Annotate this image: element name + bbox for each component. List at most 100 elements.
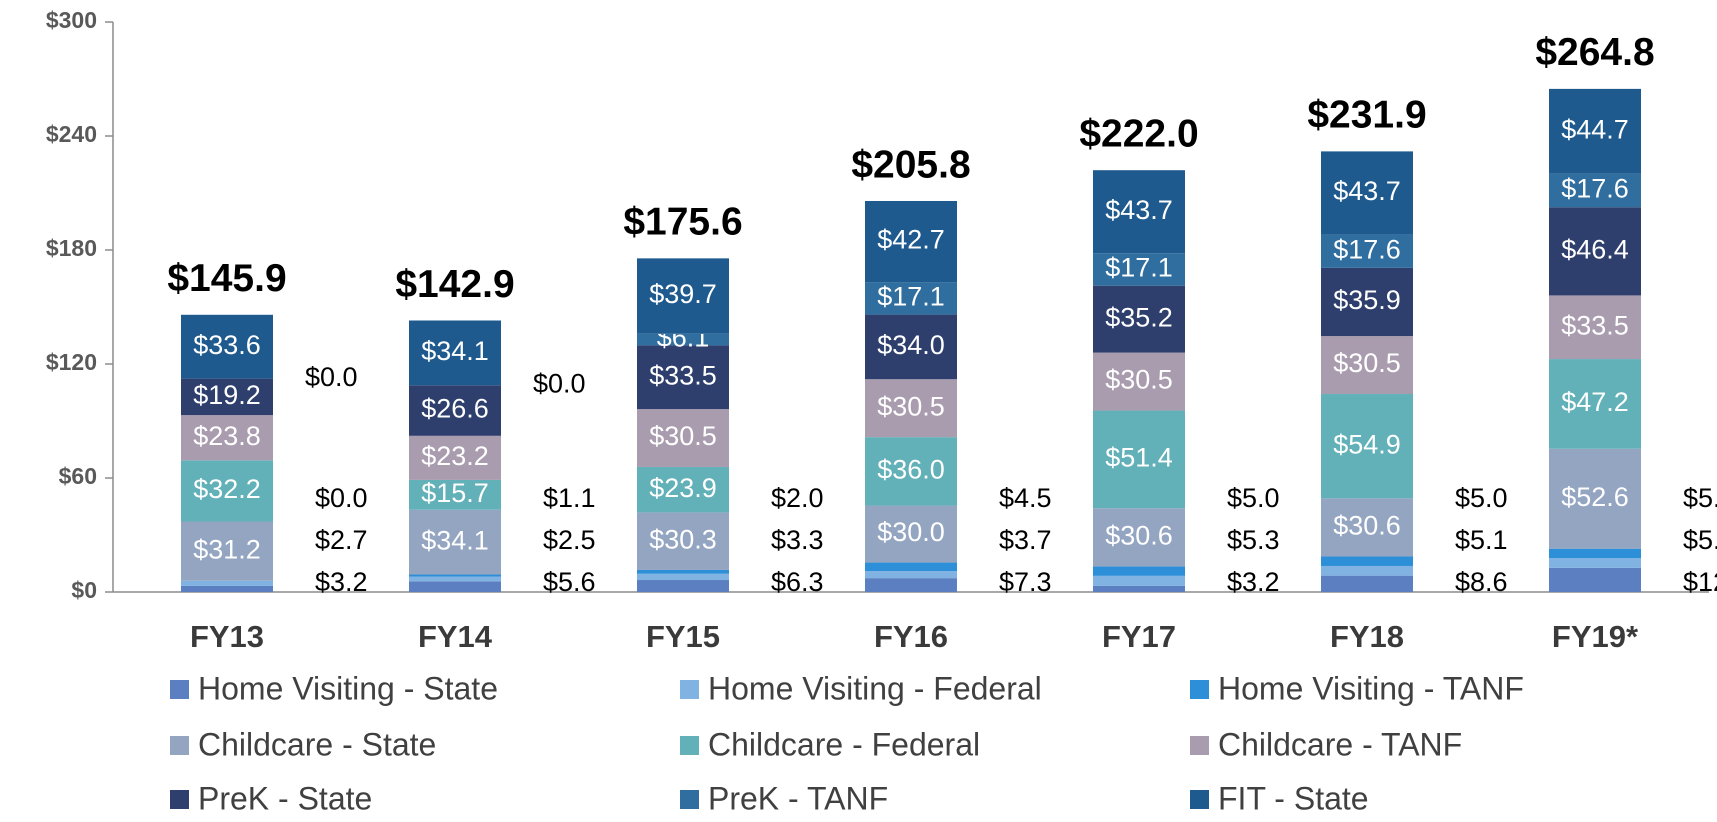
bar-segment <box>865 379 957 438</box>
legend-label: Childcare - Federal <box>708 726 980 762</box>
x-tick-label: FY18 <box>1330 619 1404 654</box>
legend-swatch <box>170 680 189 699</box>
data-label: $2.0 <box>771 483 824 513</box>
data-label: $23.9 <box>649 473 717 503</box>
bar-segment <box>637 573 729 581</box>
y-tick-label: $60 <box>59 463 97 489</box>
data-label: $33.6 <box>193 330 261 360</box>
data-label: $5.0 <box>1455 483 1508 513</box>
bar-segment <box>409 574 501 577</box>
bar-segment <box>865 314 957 380</box>
bar-segment <box>181 314 273 379</box>
data-label: $46.4 <box>1561 234 1629 264</box>
legend-label: Home Visiting - TANF <box>1218 670 1524 706</box>
total-label: $145.9 <box>167 257 286 300</box>
data-label: $23.8 <box>193 421 261 451</box>
bar-segment <box>1321 394 1413 499</box>
bar-segment <box>865 282 957 315</box>
data-label: $2.7 <box>315 525 368 555</box>
data-label: $5.1 <box>1683 525 1717 555</box>
legend-swatch <box>170 790 189 809</box>
legend-swatch <box>170 736 189 755</box>
legend-label: FIT - State <box>1218 780 1369 816</box>
data-label: $52.6 <box>1561 482 1629 512</box>
y-tick-label: $300 <box>46 7 97 33</box>
data-label: $17.1 <box>1105 253 1173 283</box>
data-label: $5.0 <box>1683 483 1717 513</box>
bar-segment <box>409 576 501 582</box>
data-label: $0.0 <box>315 483 368 513</box>
legend-label: PreK - TANF <box>708 780 888 816</box>
total-label: $231.9 <box>1307 94 1426 137</box>
data-label: $47.2 <box>1561 387 1629 417</box>
data-label: $5.1 <box>1455 525 1508 555</box>
bar-segment <box>865 200 957 283</box>
data-label: $1.1 <box>543 483 596 513</box>
bar-segment <box>1093 253 1185 286</box>
data-label: $32.2 <box>193 474 261 504</box>
data-label: $34.1 <box>421 336 489 366</box>
data-label: $3.3 <box>771 525 824 555</box>
bar-segment <box>1093 410 1185 509</box>
bar-segment <box>1321 556 1413 566</box>
legend-swatch <box>1190 680 1209 699</box>
bar-segment <box>1093 170 1185 254</box>
bar-segment <box>1321 565 1413 576</box>
bar-segment <box>1321 234 1413 268</box>
total-label: $142.9 <box>395 263 514 306</box>
data-label: $36.0 <box>877 454 945 484</box>
data-label: $30.5 <box>877 391 945 421</box>
data-label: $3.7 <box>999 525 1052 555</box>
bar-segment <box>181 585 273 592</box>
data-label: $51.4 <box>1105 443 1173 473</box>
data-label: $30.5 <box>1105 365 1173 395</box>
total-label: $264.8 <box>1535 31 1654 74</box>
data-label: $34.1 <box>421 525 489 555</box>
data-label: $30.5 <box>649 421 717 451</box>
bar-segment <box>1321 336 1413 395</box>
legend-swatch <box>1190 790 1209 809</box>
data-label: $26.6 <box>421 394 489 424</box>
bar-segment <box>1549 173 1641 208</box>
x-tick-label: FY13 <box>190 619 264 654</box>
y-tick-label: $120 <box>46 349 97 375</box>
data-label: $7.3 <box>999 567 1052 597</box>
data-label: $23.2 <box>421 441 489 471</box>
bar-segment <box>1549 207 1641 296</box>
bar-segment <box>637 569 729 574</box>
bar-segment <box>1549 88 1641 174</box>
x-tick-label: FY15 <box>646 619 720 654</box>
data-label: $5.3 <box>1227 525 1280 555</box>
bar-segment <box>409 320 501 386</box>
y-tick-label: $0 <box>71 577 97 603</box>
bar-segment <box>1549 295 1641 360</box>
bar-segment <box>1093 575 1185 586</box>
legend-label: PreK - State <box>198 780 372 816</box>
legend-label: Childcare - State <box>198 726 436 762</box>
bar-segment <box>1549 548 1641 559</box>
bar-segment <box>181 460 273 522</box>
bar-segment <box>637 512 729 570</box>
bar-segment <box>865 437 957 506</box>
total-label: $175.6 <box>623 201 742 244</box>
data-label: $19.2 <box>193 380 261 410</box>
bar-segment <box>409 581 501 592</box>
bar-segment <box>181 580 273 586</box>
data-label: $17.1 <box>877 281 945 311</box>
data-label: $43.7 <box>1105 195 1173 225</box>
data-label: $17.6 <box>1561 174 1629 204</box>
bar-segment <box>1093 585 1185 592</box>
bar-segment <box>181 521 273 581</box>
data-label: $42.7 <box>877 225 945 255</box>
bar-segment <box>865 578 957 592</box>
data-label: $0.0 <box>533 368 586 398</box>
legend-swatch <box>680 790 699 809</box>
bar-segment <box>1549 448 1641 549</box>
legend-swatch <box>680 736 699 755</box>
bar-segment <box>865 562 957 572</box>
bar-segment <box>409 435 501 480</box>
bar-segment <box>637 345 729 410</box>
bar-segment <box>1093 566 1185 576</box>
bar-segment <box>637 409 729 467</box>
legend-swatch <box>1190 736 1209 755</box>
